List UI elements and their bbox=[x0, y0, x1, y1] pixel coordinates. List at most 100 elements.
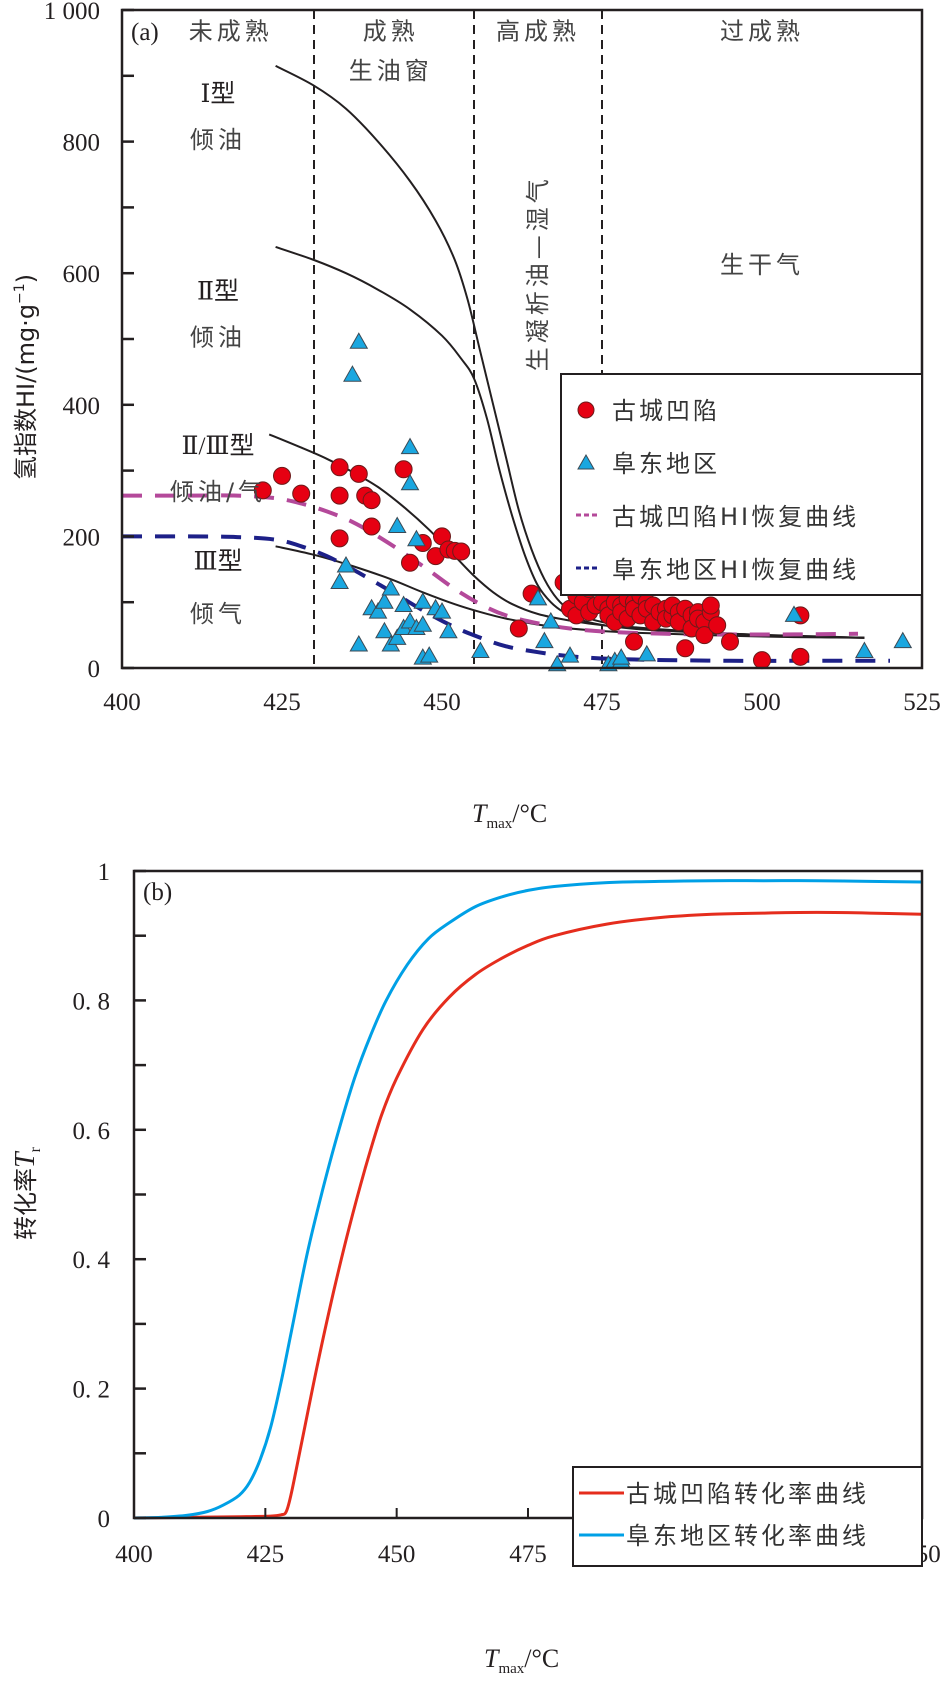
y-tick-label-a: 400 bbox=[63, 393, 101, 420]
data-point-fudong bbox=[400, 437, 420, 455]
data-point-fudong bbox=[336, 555, 356, 573]
legend-a: 古城凹陷 阜东地区 古城凹陷HI恢复曲线 阜东地区HI恢复曲线 bbox=[560, 373, 923, 596]
svg-text:Tmax/°C: Tmax/°C bbox=[484, 1644, 559, 1677]
conversion-curve-fudong bbox=[133, 879, 923, 1520]
kerogen-tendency-label: 倾气 bbox=[190, 600, 246, 628]
data-point-fudong bbox=[387, 628, 407, 645]
x-tick-label-a: 475 bbox=[583, 689, 621, 716]
panel-a-label: (a) bbox=[131, 19, 159, 46]
data-point-fudong bbox=[637, 644, 657, 662]
data-point-fudong bbox=[375, 621, 394, 639]
data-point-fudong bbox=[419, 646, 439, 663]
y-axis-title-b: 转化率Tr bbox=[10, 1146, 44, 1240]
legend-a-marker-fudong bbox=[577, 453, 595, 470]
data-point-fudong bbox=[400, 473, 420, 491]
vertical-zone-label-group: 生凝析油—湿气 bbox=[524, 175, 552, 371]
data-point-gucheng bbox=[362, 517, 381, 536]
kerogen-tendency-label: 倾油 bbox=[190, 324, 246, 352]
data-point-gucheng bbox=[708, 616, 727, 635]
data-point-gucheng bbox=[330, 458, 349, 477]
data-point-fudong bbox=[349, 634, 369, 652]
x-axis-title-b-unit: /°C bbox=[524, 1644, 559, 1673]
data-point-fudong bbox=[413, 615, 433, 632]
y-tick-label-a: 800 bbox=[63, 130, 101, 157]
x-tick-label-b: 475 bbox=[509, 1541, 547, 1568]
data-point-fudong bbox=[343, 365, 362, 382]
data-point-fudong bbox=[560, 646, 580, 663]
panel-b-axes: 00. 20. 40. 60. 81400425450475500525550 bbox=[73, 859, 941, 1568]
y-tick-label-a: 600 bbox=[63, 261, 101, 288]
x-axis-title-a-sub: max bbox=[486, 816, 512, 832]
legend-a-label-fudong: 阜东地区 bbox=[612, 450, 720, 478]
x-axis-title-a-main: T bbox=[472, 799, 488, 828]
data-point-gucheng bbox=[273, 466, 291, 485]
data-point-fudong bbox=[535, 631, 554, 649]
y-axis-title-a-close: ) bbox=[12, 274, 40, 283]
data-point-gucheng bbox=[701, 596, 720, 615]
vertical-zone-label: 生凝析油—湿气 bbox=[524, 175, 552, 371]
data-point-fudong bbox=[330, 572, 349, 589]
legend-a-box bbox=[560, 373, 923, 596]
x-axis-title-b-sub: max bbox=[498, 1661, 524, 1677]
data-point-fudong bbox=[407, 529, 426, 547]
legend-b-box-full bbox=[572, 1466, 923, 1567]
data-point-gucheng bbox=[791, 647, 810, 666]
data-point-gucheng bbox=[253, 481, 272, 500]
y-tick-label-b: 0. 8 bbox=[73, 988, 111, 1015]
recovery-curve-gucheng bbox=[122, 493, 859, 637]
data-point-gucheng bbox=[721, 632, 739, 651]
data-point-gucheng bbox=[349, 464, 368, 483]
data-point-gucheng bbox=[362, 491, 381, 510]
data-point-fudong bbox=[387, 516, 407, 534]
x-tick-label-a: 425 bbox=[263, 689, 301, 716]
data-point-gucheng bbox=[695, 626, 714, 645]
x-tick-label-b: 425 bbox=[247, 1541, 285, 1568]
y-tick-label-a: 1 000 bbox=[44, 0, 100, 25]
kerogen-type-label: Ⅲ型 bbox=[193, 547, 242, 575]
legend-b: 古城凹陷转化率曲线 阜东地区转化率曲线 bbox=[572, 1466, 923, 1567]
data-point-gucheng bbox=[509, 619, 528, 638]
y-tick-label-b: 0. 2 bbox=[73, 1377, 111, 1404]
y-axis-title-a: 氢指数HI/(mg·g−1) bbox=[12, 274, 40, 480]
data-point-gucheng bbox=[292, 484, 311, 503]
maturity-zone-label: 未成熟 bbox=[189, 18, 273, 46]
legend-b-label-gucheng: 古城凹陷转化率曲线 bbox=[626, 1480, 869, 1508]
legend-a-label-fudong-recovery: 阜东地区HI恢复曲线 bbox=[612, 556, 859, 584]
x-tick-label-b: 400 bbox=[115, 1541, 153, 1568]
data-point-fudong bbox=[611, 648, 631, 665]
x-axis-title-a-unit: /°C bbox=[512, 799, 547, 828]
data-point-fudong bbox=[528, 588, 548, 606]
legend-a-label-gucheng: 古城凹陷 bbox=[612, 397, 720, 425]
y-tick-label-b: 0. 6 bbox=[73, 1118, 111, 1145]
data-point-gucheng bbox=[452, 542, 471, 561]
x-axis-title-b-main: T bbox=[484, 1644, 500, 1673]
svg-text:氢指数HI/(mg·g−1): 氢指数HI/(mg·g−1) bbox=[12, 274, 40, 480]
scatter-points bbox=[253, 332, 913, 672]
y-axis-title-b-italic: T bbox=[10, 1150, 41, 1168]
conversion-curves bbox=[133, 879, 923, 1520]
data-point-fudong bbox=[394, 595, 413, 612]
data-point-fudong bbox=[368, 602, 388, 619]
maturity-zone-label: 过成熟 bbox=[720, 18, 804, 46]
kerogen-tendency-label: 倾油/气 bbox=[170, 478, 266, 506]
data-point-fudong bbox=[432, 602, 452, 619]
x-tick-label-a: 500 bbox=[743, 689, 781, 716]
conversion-curve-gucheng bbox=[133, 910, 923, 1520]
data-point-fudong bbox=[439, 621, 458, 639]
data-point-gucheng bbox=[625, 632, 643, 651]
hi-recovery-curves bbox=[121, 493, 890, 663]
data-point-fudong bbox=[381, 579, 401, 596]
y-tick-label-b: 1 bbox=[98, 859, 111, 886]
x-tick-label-a: 400 bbox=[103, 689, 141, 716]
x-tick-label-a: 525 bbox=[903, 689, 941, 716]
data-point-fudong bbox=[855, 641, 874, 659]
x-tick-label-b: 450 bbox=[378, 1541, 416, 1568]
data-point-fudong bbox=[349, 332, 369, 349]
panel-b-label: (b) bbox=[143, 879, 172, 906]
y-axis-title-b-sub: r bbox=[27, 1146, 44, 1152]
data-point-fudong bbox=[784, 605, 804, 622]
panel-a-axes: 0 200 400 600 800 1 000 400 425 450 475 500 525 bbox=[44, 0, 941, 716]
